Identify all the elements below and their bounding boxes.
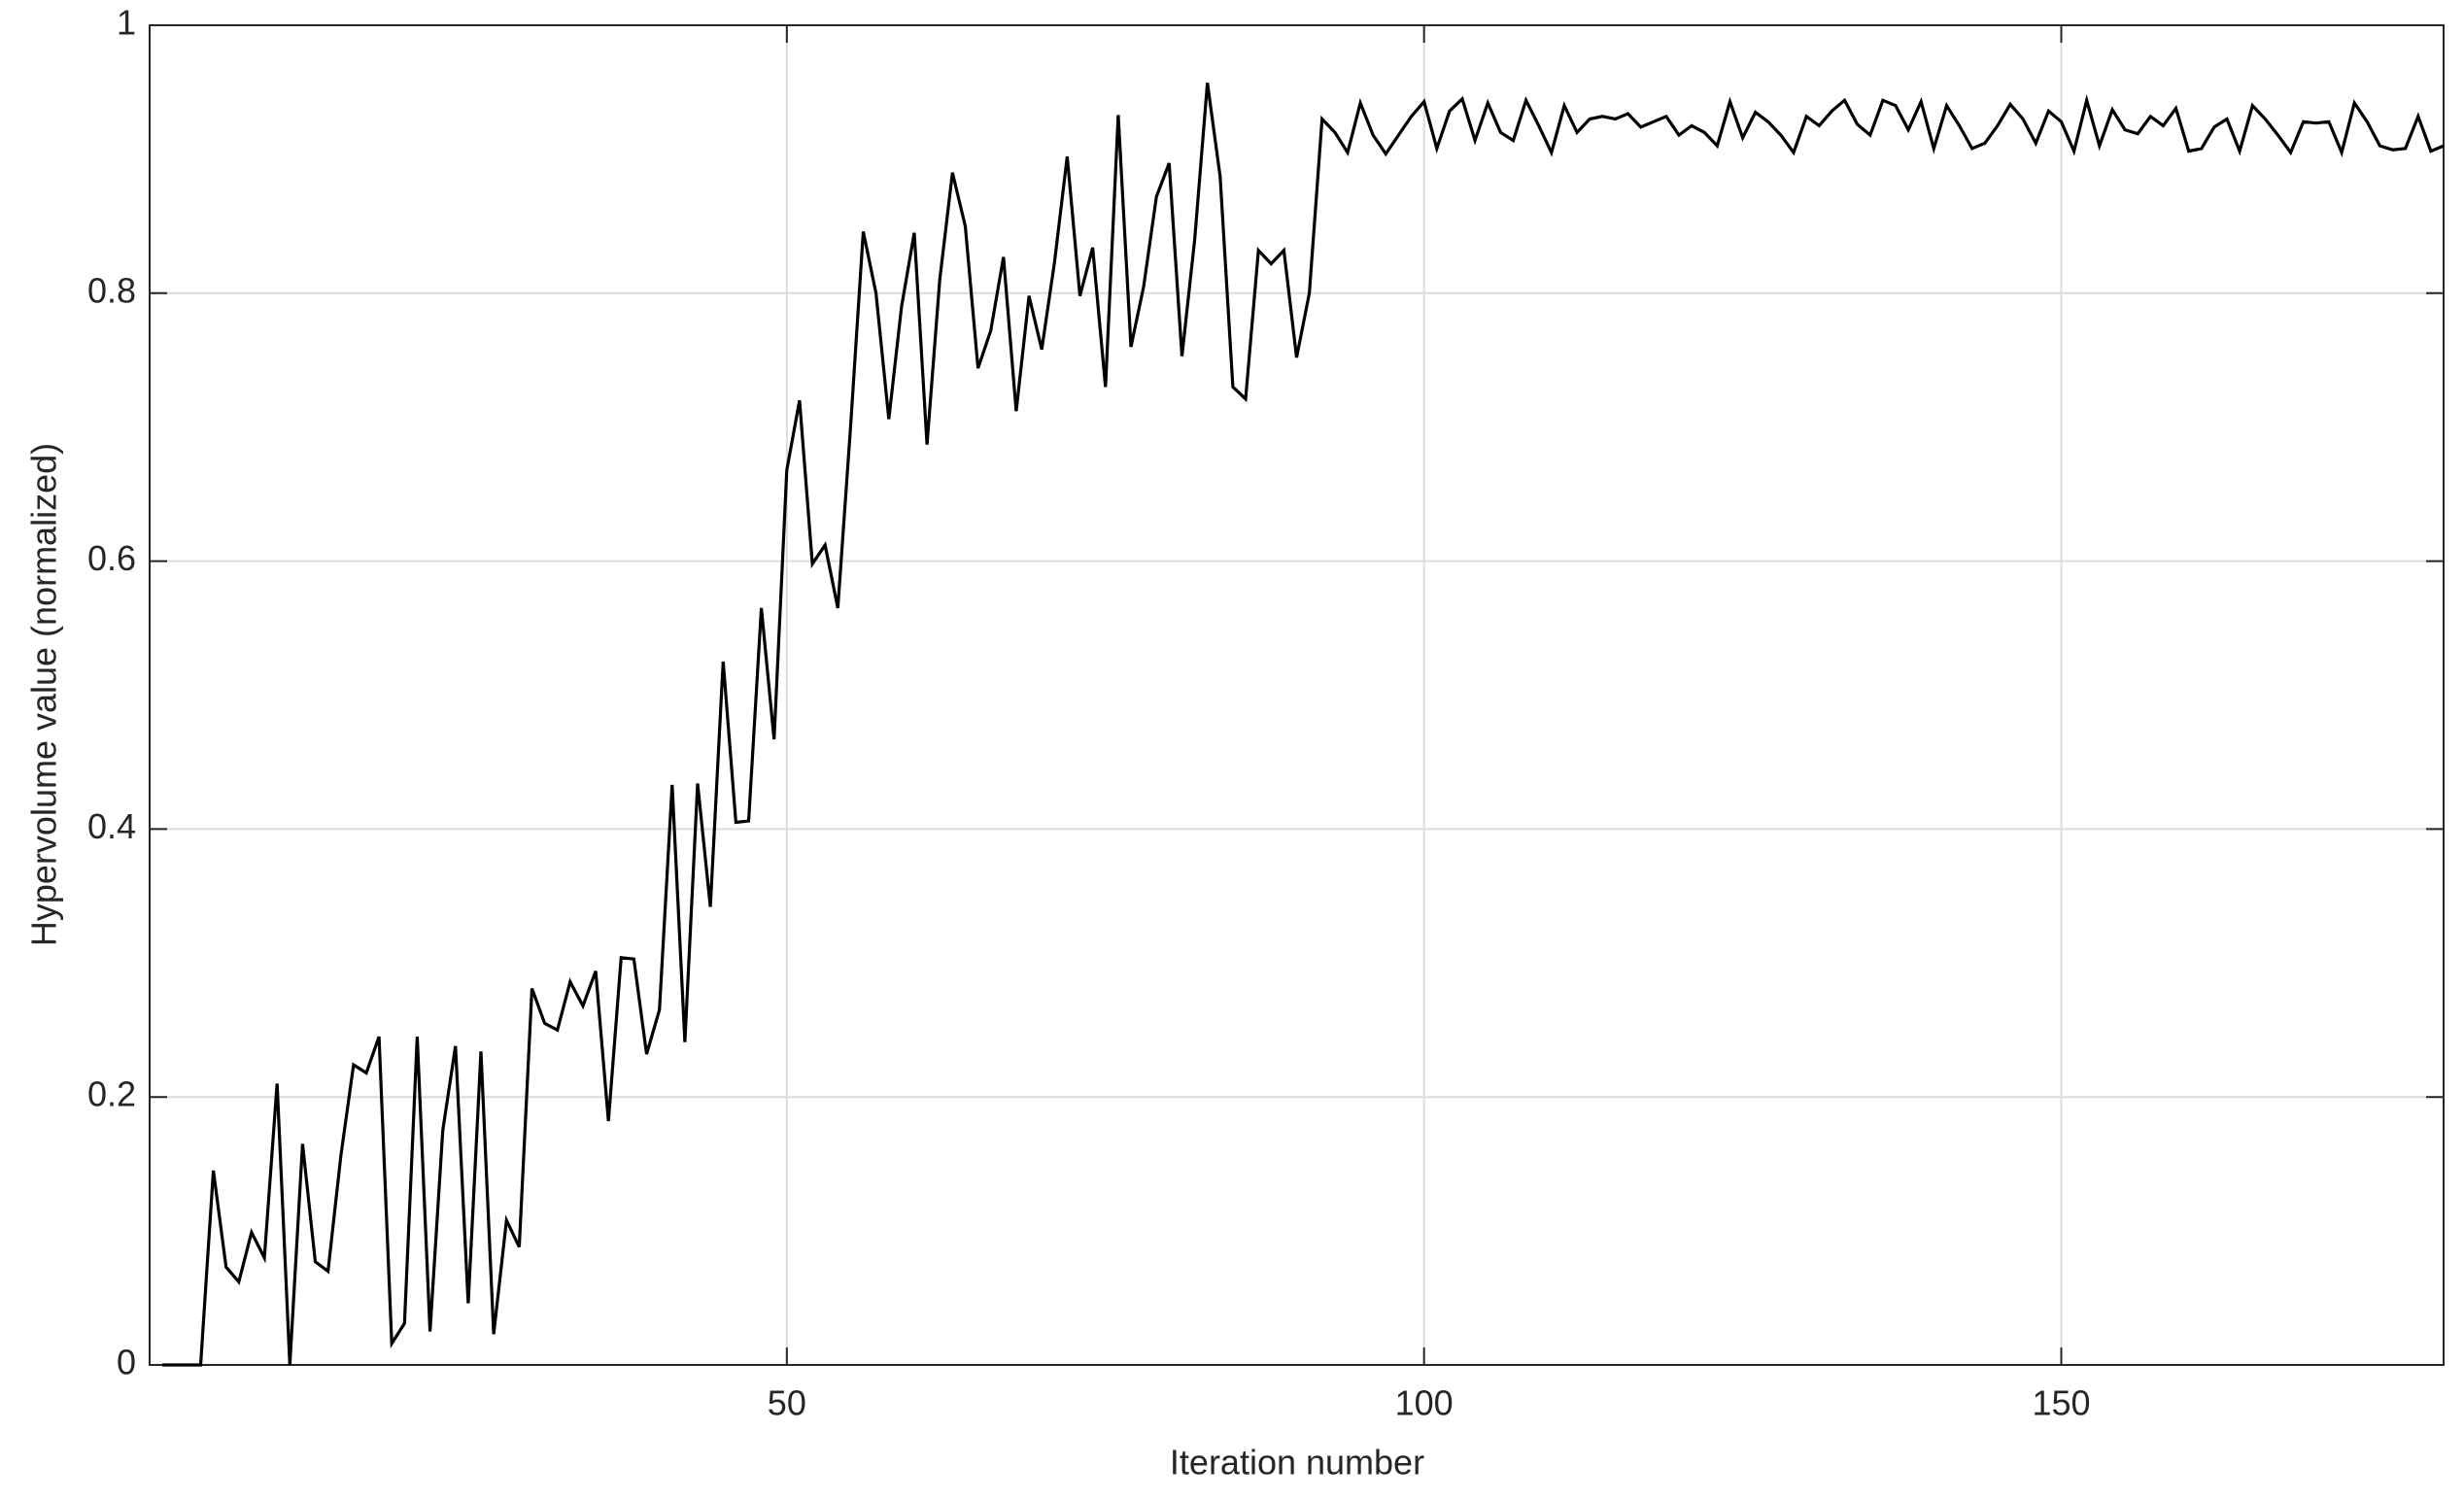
y-tick-label: 0.8 — [87, 270, 136, 310]
plot-frame — [149, 24, 2445, 1366]
data-line — [162, 83, 2445, 1367]
y-axis-label: Hypervolume value (normalized) — [24, 443, 64, 946]
y-tick-label: 0.4 — [87, 806, 136, 846]
y-tick-label: 0 — [117, 1343, 136, 1382]
x-axis-label: Iteration number — [1170, 1443, 1424, 1482]
x-tick-label: 100 — [1395, 1383, 1454, 1423]
y-tick-label: 0.2 — [87, 1074, 136, 1114]
x-tick-label: 50 — [768, 1383, 806, 1423]
y-tick-label: 0.6 — [87, 538, 136, 578]
x-tick-label: 150 — [2032, 1383, 2090, 1423]
y-tick-label: 1 — [117, 3, 136, 43]
